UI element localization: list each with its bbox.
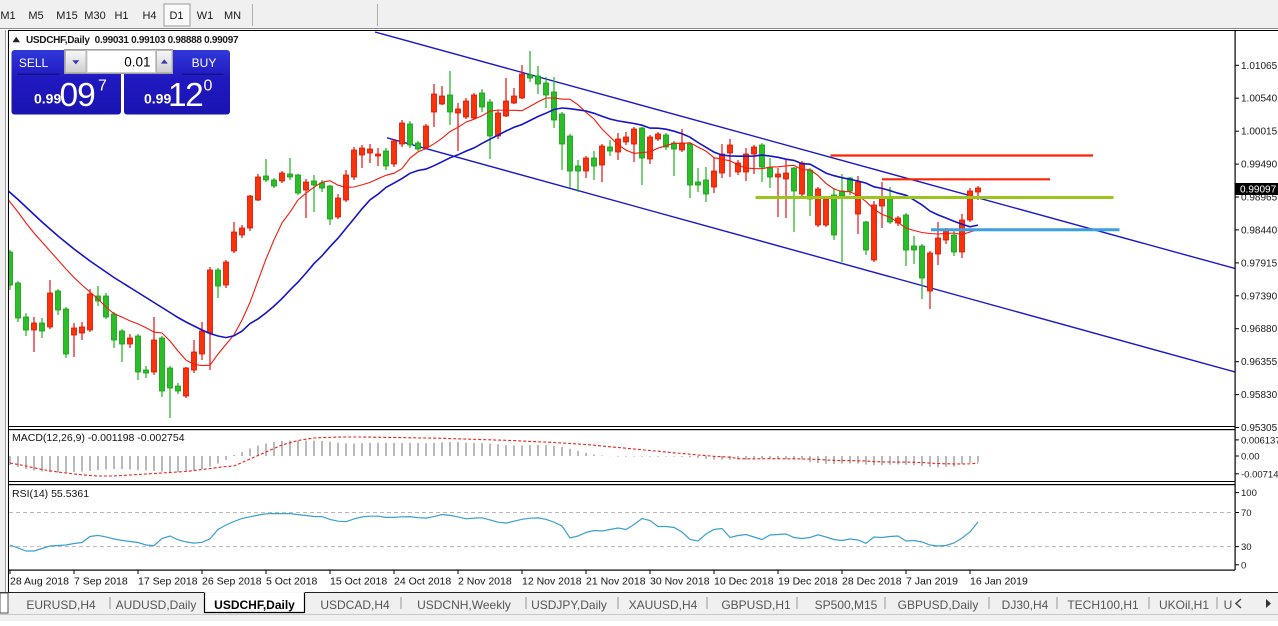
svg-text:UKOil,H1: UKOil,H1: [1159, 598, 1209, 612]
svg-text:M1: M1: [0, 10, 15, 22]
svg-text:M15: M15: [56, 10, 77, 22]
svg-text:0.00: 0.00: [1241, 452, 1260, 463]
svg-text:H4: H4: [142, 10, 156, 22]
svg-text:0.01: 0.01: [124, 55, 150, 70]
svg-text:M5: M5: [28, 10, 43, 22]
svg-text:GBPUSD,H1: GBPUSD,H1: [721, 598, 791, 612]
svg-text:BUY: BUY: [192, 56, 217, 70]
svg-text:0.95830: 0.95830: [1241, 390, 1278, 401]
svg-text:21 Nov 2018: 21 Nov 2018: [586, 576, 646, 588]
svg-text:D1: D1: [169, 10, 183, 22]
svg-text:H1: H1: [114, 10, 128, 22]
svg-text:U: U: [1224, 598, 1233, 612]
svg-text:15 Oct 2018: 15 Oct 2018: [330, 576, 387, 588]
svg-text:19 Dec 2018: 19 Dec 2018: [778, 576, 838, 588]
svg-text:USDJPY,Daily: USDJPY,Daily: [531, 598, 607, 612]
svg-text:30: 30: [1241, 542, 1252, 553]
svg-text:USDCAD,H4: USDCAD,H4: [320, 598, 390, 612]
svg-text:0.95305: 0.95305: [1241, 423, 1278, 434]
svg-text:0: 0: [204, 78, 213, 95]
svg-text:10 Dec 2018: 10 Dec 2018: [714, 576, 774, 588]
svg-text:USDCNH,Weekly: USDCNH,Weekly: [417, 598, 511, 612]
svg-text:28 Dec 2018: 28 Dec 2018: [842, 576, 902, 588]
svg-text:RSI(14) 55.5361: RSI(14) 55.5361: [12, 488, 89, 500]
svg-text:0.98440: 0.98440: [1241, 225, 1278, 236]
svg-text:USDCHF,Daily: USDCHF,Daily: [214, 598, 295, 612]
svg-text:SELL: SELL: [19, 56, 49, 70]
svg-text:2 Nov 2018: 2 Nov 2018: [458, 576, 512, 588]
svg-text:100: 100: [1241, 488, 1257, 499]
svg-text:7 Sep 2018: 7 Sep 2018: [74, 576, 128, 588]
svg-text:0.99: 0.99: [34, 91, 61, 107]
svg-text:MACD(12,26,9) -0.001198 -0.002: MACD(12,26,9) -0.001198 -0.002754: [12, 432, 185, 444]
svg-text:0.96880: 0.96880: [1241, 324, 1278, 335]
svg-text:1.00015: 1.00015: [1241, 127, 1278, 138]
svg-text:MN: MN: [224, 10, 241, 22]
svg-text:W1: W1: [197, 10, 214, 22]
svg-text:0: 0: [1241, 560, 1246, 571]
svg-text:5 Oct 2018: 5 Oct 2018: [266, 576, 318, 588]
svg-text:12 Nov 2018: 12 Nov 2018: [522, 576, 582, 588]
svg-text:28 Aug 2018: 28 Aug 2018: [10, 576, 69, 588]
svg-text:0.96355: 0.96355: [1241, 357, 1278, 368]
svg-text:26 Sep 2018: 26 Sep 2018: [202, 576, 262, 588]
svg-text:1.00540: 1.00540: [1241, 94, 1278, 105]
svg-text:DJ30,H4: DJ30,H4: [1002, 598, 1049, 612]
svg-text:70: 70: [1241, 508, 1252, 519]
svg-text:AUDUSD,Daily: AUDUSD,Daily: [116, 598, 197, 612]
svg-text:M30: M30: [84, 10, 105, 22]
svg-text:16 Jan 2019: 16 Jan 2019: [970, 576, 1028, 588]
svg-text:09: 09: [60, 77, 96, 114]
svg-text:0.006137: 0.006137: [1241, 435, 1278, 446]
svg-text:0.97915: 0.97915: [1241, 258, 1278, 269]
svg-text:SP500,M15: SP500,M15: [815, 598, 878, 612]
svg-text:USDCHF,Daily 0.99031 0.99103: USDCHF,Daily 0.99031 0.99103 0.98888 0.9…: [26, 35, 239, 46]
svg-text:0.99097: 0.99097: [1240, 185, 1277, 196]
svg-text:7: 7: [98, 78, 107, 95]
svg-text:TECH100,H1: TECH100,H1: [1067, 598, 1139, 612]
svg-text:-0.007142: -0.007142: [1241, 469, 1278, 480]
svg-text:24 Oct 2018: 24 Oct 2018: [394, 576, 451, 588]
svg-text:0.97390: 0.97390: [1241, 291, 1278, 302]
svg-text:7 Jan 2019: 7 Jan 2019: [906, 576, 958, 588]
svg-text:GBPUSD,Daily: GBPUSD,Daily: [898, 598, 979, 612]
svg-text:XAUUSD,H4: XAUUSD,H4: [629, 598, 698, 612]
svg-text:30 Nov 2018: 30 Nov 2018: [650, 576, 710, 588]
svg-text:12: 12: [168, 77, 202, 114]
svg-text:EURUSD,H4: EURUSD,H4: [26, 598, 96, 612]
svg-text:0.99490: 0.99490: [1241, 160, 1278, 171]
svg-text:1.01065: 1.01065: [1241, 61, 1278, 72]
svg-text:17 Sep 2018: 17 Sep 2018: [138, 576, 198, 588]
